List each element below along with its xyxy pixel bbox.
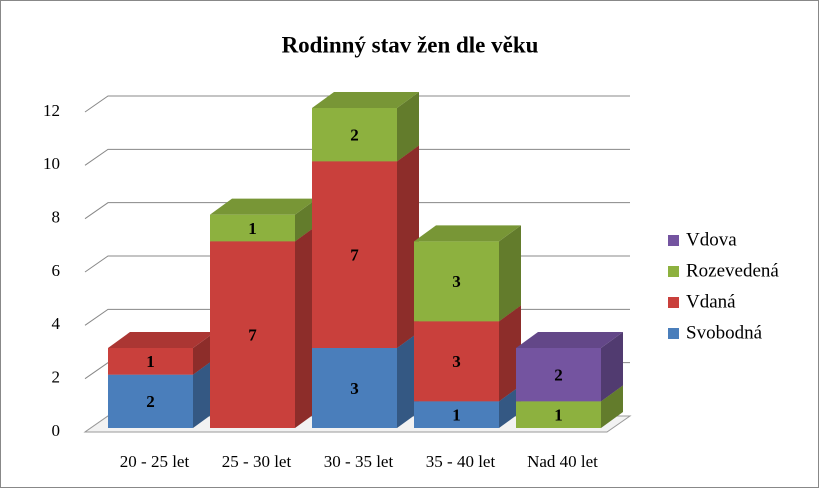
legend-label: Vdaná xyxy=(686,291,736,312)
x-tick-label: 20 - 25 let xyxy=(120,452,190,471)
bar-top xyxy=(516,332,623,348)
grid-line xyxy=(84,202,630,220)
bar-segment: 2 xyxy=(312,92,419,162)
bar-front xyxy=(516,348,601,402)
legend-swatch xyxy=(668,266,679,277)
x-tick-label: 30 - 35 let xyxy=(324,452,394,471)
value-label: 1 xyxy=(554,406,563,425)
bar-front xyxy=(414,401,499,428)
value-label: 7 xyxy=(350,246,359,265)
bar-top xyxy=(210,198,317,215)
bar-front xyxy=(312,108,397,162)
bar-segment: 1 xyxy=(210,198,317,242)
bar-side xyxy=(193,332,215,375)
bar-side xyxy=(295,198,317,242)
value-label: 3 xyxy=(452,272,461,291)
bar-side xyxy=(499,305,521,402)
bar-front xyxy=(312,161,397,348)
bar-side xyxy=(295,225,317,428)
value-label: 7 xyxy=(248,326,257,345)
bar-front xyxy=(414,321,499,402)
bar-front xyxy=(414,241,499,322)
legend-swatch xyxy=(668,297,679,308)
x-tick-label: Nad 40 let xyxy=(527,452,598,471)
y-tick-label: 10 xyxy=(43,154,60,173)
value-label: 1 xyxy=(146,352,155,371)
bar-side xyxy=(499,385,521,428)
legend-label: Svobodná xyxy=(686,322,763,343)
y-tick-label: 2 xyxy=(52,368,61,387)
bar-side xyxy=(601,385,623,428)
bar-side xyxy=(397,145,419,348)
bar-front xyxy=(516,401,601,428)
bar-front xyxy=(312,348,397,428)
bar-segment: 3 xyxy=(414,225,521,322)
bar-segment: 7 xyxy=(210,225,317,428)
x-tick-label: 35 - 40 let xyxy=(426,452,496,471)
bars: 20 - 25 let 2 1 25 - 30 let 7 1 30 - 35 let 3 7 2… xyxy=(108,92,623,471)
bar-front xyxy=(210,241,295,428)
grid-line xyxy=(84,148,630,166)
bar-segment: 1 xyxy=(108,332,215,375)
bar-front xyxy=(108,374,193,428)
x-tick-label: 25 - 30 let xyxy=(222,452,292,471)
chart-title: Rodinný stav žen dle věku xyxy=(282,32,539,57)
y-tick-label: 8 xyxy=(52,208,61,227)
value-label: 1 xyxy=(452,406,461,425)
legend-label: Rozevedená xyxy=(686,260,779,281)
y-tick-label: 4 xyxy=(52,314,61,333)
y-tick-label: 0 xyxy=(52,421,61,440)
legend-label: Vdova xyxy=(686,229,737,250)
bar-segment: 2 xyxy=(516,332,623,402)
bar-side xyxy=(601,332,623,402)
bar-top xyxy=(312,92,419,108)
value-label: 3 xyxy=(350,379,359,398)
value-label: 2 xyxy=(350,126,359,145)
legend-swatch xyxy=(668,328,679,339)
value-label: 3 xyxy=(452,352,461,371)
y-tick-label: 12 xyxy=(43,101,60,120)
legend-swatch xyxy=(668,235,679,246)
bar-segment: 7 xyxy=(312,145,419,348)
bar-side xyxy=(397,92,419,162)
value-label: 2 xyxy=(146,392,155,411)
bar-side xyxy=(499,225,521,322)
grid-line xyxy=(84,95,630,113)
value-label: 1 xyxy=(248,219,257,238)
bar-top xyxy=(108,332,215,348)
y-tick-label: 6 xyxy=(52,261,61,280)
bar-front xyxy=(108,348,193,375)
bar-top xyxy=(414,225,521,242)
value-label: 2 xyxy=(554,366,563,385)
bar-side xyxy=(193,358,215,428)
bar-side xyxy=(397,332,419,428)
legend: Svobodná Vdaná Rozevedená Vdova xyxy=(668,229,779,343)
bar-front xyxy=(210,214,295,242)
